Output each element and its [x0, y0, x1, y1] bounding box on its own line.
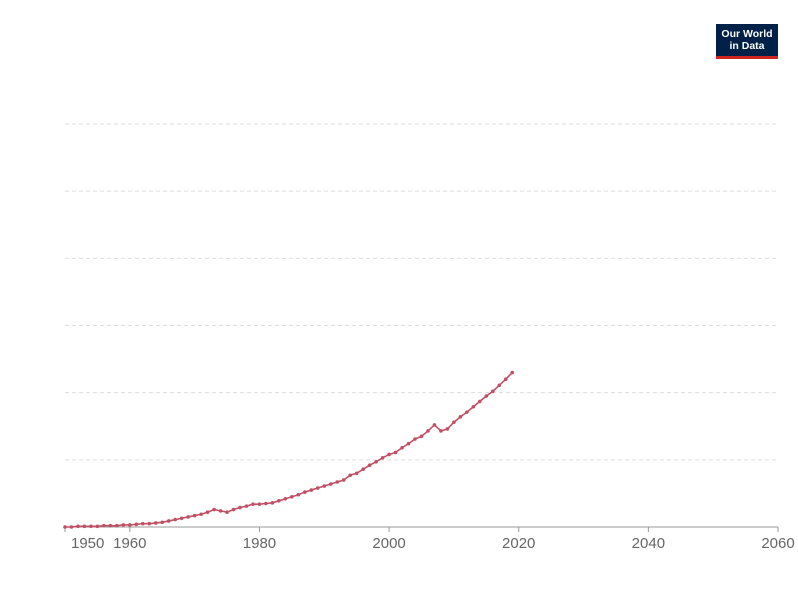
- point: [387, 452, 391, 457]
- point: [69, 525, 74, 529]
- point: [309, 488, 314, 492]
- point: [192, 513, 197, 518]
- point: [406, 441, 411, 446]
- point: [354, 471, 359, 476]
- point: [283, 496, 288, 501]
- point: [121, 523, 126, 527]
- point: [134, 522, 139, 527]
- point: [212, 507, 216, 512]
- point: [108, 523, 113, 528]
- point: [380, 456, 385, 460]
- point: [76, 524, 80, 529]
- point: [270, 501, 275, 505]
- logo-bar: [716, 56, 778, 59]
- point: [82, 524, 87, 529]
- point: [465, 410, 469, 414]
- point: [478, 399, 482, 404]
- point: [115, 523, 119, 528]
- point: [225, 510, 229, 515]
- point: [303, 490, 307, 494]
- line: [65, 371, 513, 528]
- point: [471, 404, 476, 409]
- point: [432, 423, 437, 427]
- point: [290, 494, 294, 499]
- point: [160, 520, 165, 525]
- point: [63, 525, 67, 529]
- point: [335, 480, 340, 484]
- point: [322, 484, 327, 488]
- point: [95, 524, 100, 529]
- point: [238, 505, 242, 510]
- x-tick-label: 2060: [761, 535, 794, 552]
- point: [497, 383, 502, 388]
- x-tick-label: 1960: [113, 535, 146, 552]
- point: [277, 499, 281, 503]
- logo-text: Our World: [721, 28, 772, 40]
- point: [484, 394, 489, 398]
- point: [426, 429, 430, 433]
- point: [400, 445, 404, 450]
- point: [367, 463, 372, 468]
- point: [419, 434, 424, 439]
- point: [231, 507, 236, 512]
- point: [166, 519, 171, 523]
- x-tick-label: 1950: [71, 535, 104, 552]
- x-tick-label: 2000: [372, 535, 405, 552]
- point: [218, 509, 223, 513]
- point: [153, 521, 158, 525]
- point: [89, 524, 93, 529]
- point: [510, 370, 515, 375]
- point: [445, 427, 450, 431]
- logo: Our World in Data: [716, 24, 778, 59]
- point: [147, 521, 152, 526]
- point: [503, 377, 508, 382]
- point: [413, 437, 417, 441]
- x-tick-label: 2020: [502, 535, 535, 552]
- logo-text: in Data: [729, 40, 764, 52]
- point: [179, 516, 184, 521]
- point: [173, 517, 177, 522]
- point: [348, 473, 353, 478]
- point: [140, 521, 145, 526]
- point: [205, 510, 210, 515]
- point: [315, 486, 320, 490]
- point: [458, 415, 463, 419]
- point: [452, 420, 456, 425]
- point: [491, 389, 495, 394]
- point: [393, 450, 398, 455]
- x-tick-label: 2040: [632, 535, 665, 552]
- point: [186, 515, 190, 519]
- point: [251, 502, 255, 506]
- point: [328, 482, 333, 486]
- point: [264, 501, 268, 506]
- point: [128, 523, 132, 527]
- point: [257, 502, 262, 506]
- point: [439, 429, 443, 433]
- logo-box: [716, 24, 778, 57]
- point: [296, 492, 301, 497]
- point: [341, 478, 346, 482]
- x-tick-label: 1980: [243, 535, 276, 552]
- point: [199, 512, 203, 517]
- point: [374, 460, 378, 464]
- point: [244, 504, 249, 508]
- point: [361, 467, 365, 472]
- point: [102, 523, 106, 528]
